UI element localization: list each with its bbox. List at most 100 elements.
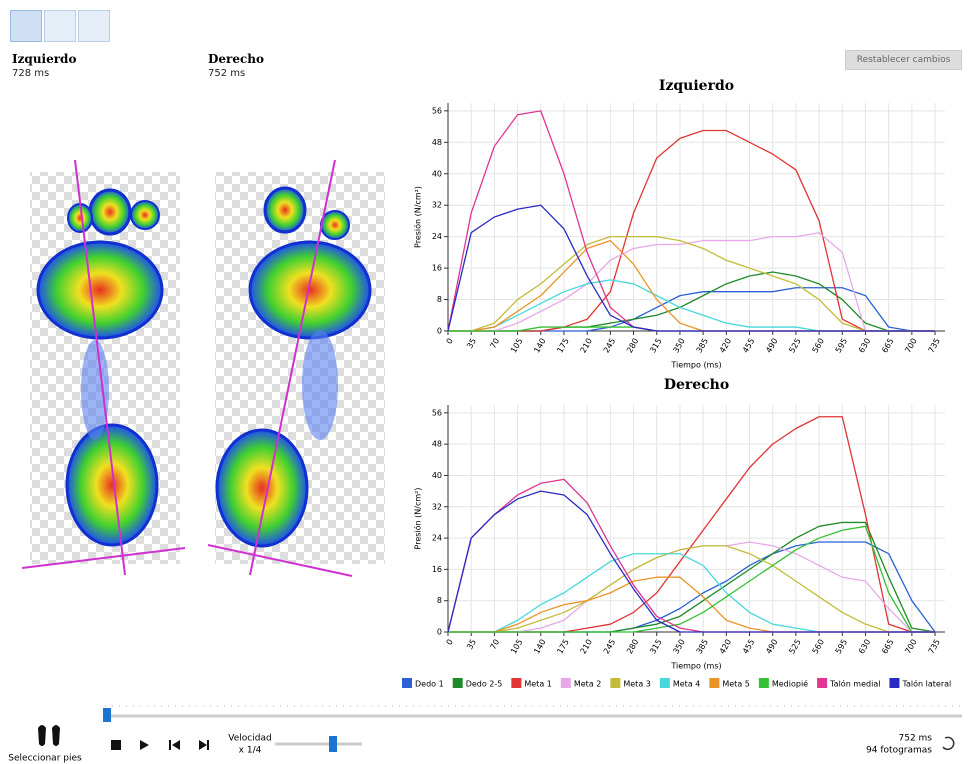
timeline <box>103 706 962 722</box>
x-tick-label: 490 <box>764 337 779 355</box>
series-line <box>448 237 935 331</box>
legend-item[interactable]: Mediopié <box>759 678 808 689</box>
x-tick-label: 630 <box>857 337 872 355</box>
legend-swatch <box>402 678 412 688</box>
series-line <box>448 554 935 632</box>
chart-title: Derecho <box>664 377 729 393</box>
speed-handle[interactable] <box>329 736 337 752</box>
y-tick-label: 40 <box>432 471 442 480</box>
legend-item[interactable]: Talón lateral <box>889 678 951 689</box>
app-window: Izquierdo 728 ms Derecho 752 ms Restable… <box>0 0 971 764</box>
y-tick-label: 40 <box>432 169 442 178</box>
x-tick-label: 560 <box>811 337 826 355</box>
x-tick-label: 315 <box>648 638 663 656</box>
play-button[interactable] <box>140 740 149 750</box>
x-tick-label: 595 <box>834 638 849 656</box>
playback-controls <box>38 725 954 752</box>
x-tick-label: 245 <box>602 337 617 355</box>
frame-count: 94 fotogramas <box>866 746 932 756</box>
speed-label: Velocidad <box>228 734 271 744</box>
y-tick-label: 32 <box>432 502 442 511</box>
x-tick-label: 665 <box>880 638 895 656</box>
legend-label: Meta 4 <box>673 680 701 689</box>
x-tick-label: 140 <box>532 638 547 656</box>
x-tick-label: 525 <box>787 638 802 656</box>
legend-item[interactable]: Meta 3 <box>610 678 651 689</box>
x-tick-label: 280 <box>625 337 640 355</box>
x-axis-label: Tiempo (ms) <box>670 361 721 370</box>
feet-icon[interactable] <box>38 725 60 746</box>
x-tick-label: 35 <box>465 638 478 651</box>
series-line <box>448 111 935 331</box>
x-tick-label: 385 <box>695 638 710 656</box>
x-tick-label: 700 <box>903 337 918 355</box>
y-axis-label: Presión (N/cm²) <box>413 186 423 248</box>
legend-label: Meta 2 <box>574 680 602 689</box>
x-tick-label: 630 <box>857 638 872 656</box>
x-tick-label: 455 <box>741 638 756 656</box>
legend-label: Dedo 1 <box>415 680 444 689</box>
legend-item[interactable]: Meta 2 <box>561 678 602 689</box>
legend-swatch <box>453 678 463 688</box>
legend-item[interactable]: Meta 1 <box>511 678 552 689</box>
x-tick-label: 210 <box>579 337 594 355</box>
left-foot-map <box>22 160 185 575</box>
y-tick-label: 32 <box>432 201 442 210</box>
prev-button[interactable] <box>169 740 180 750</box>
speed-value: x 1/4 <box>239 746 262 756</box>
legend-label: Dedo 2-5 <box>466 680 503 689</box>
x-tick-label: 315 <box>648 337 663 355</box>
y-tick-label: 56 <box>432 408 442 417</box>
series-line <box>448 577 935 632</box>
legend-swatch <box>610 678 620 688</box>
x-tick-label: 245 <box>602 638 617 656</box>
series-line <box>448 272 935 331</box>
y-tick-label: 48 <box>432 138 442 147</box>
legend-label: Meta 1 <box>524 680 552 689</box>
x-tick-label: 420 <box>718 638 733 656</box>
x-tick-label: 70 <box>488 337 501 350</box>
x-tick-label: 0 <box>445 638 455 647</box>
legend-item[interactable]: Meta 5 <box>709 678 750 689</box>
legend-item[interactable]: Dedo 2-5 <box>453 678 503 689</box>
next-button[interactable] <box>199 740 209 750</box>
series-line <box>448 280 935 331</box>
x-tick-label: 105 <box>509 337 524 355</box>
x-tick-label: 525 <box>787 337 802 355</box>
legend-label: Meta 3 <box>623 680 651 689</box>
refresh-icon[interactable] <box>943 737 954 749</box>
legend-swatch <box>561 678 571 688</box>
x-tick-label: 0 <box>445 337 455 346</box>
x-tick-label: 385 <box>695 337 710 355</box>
series-line <box>448 233 935 331</box>
x-tick-label: 735 <box>927 337 942 355</box>
y-tick-label: 48 <box>432 440 442 449</box>
legend-item[interactable]: Dedo 1 <box>402 678 444 689</box>
legend-swatch <box>709 678 719 688</box>
legend-item[interactable]: Meta 4 <box>660 678 701 689</box>
x-tick-label: 665 <box>880 337 895 355</box>
x-tick-label: 455 <box>741 337 756 355</box>
chart-title: Izquierdo <box>659 78 734 94</box>
x-tick-label: 140 <box>532 337 547 355</box>
series-line <box>448 417 935 632</box>
x-tick-label: 350 <box>671 337 686 355</box>
right-foot-map <box>208 160 385 576</box>
y-tick-label: 24 <box>432 232 442 241</box>
x-tick-label: 105 <box>509 638 524 656</box>
legend-label: Mediopié <box>772 679 808 689</box>
legend-item[interactable]: Talón medial <box>817 678 880 689</box>
y-tick-label: 16 <box>432 264 442 273</box>
x-tick-label: 35 <box>465 337 478 350</box>
x-tick-label: 210 <box>579 638 594 656</box>
y-tick-label: 16 <box>432 565 442 574</box>
y-tick-label: 56 <box>432 106 442 115</box>
y-axis-label: Presión (N/cm²) <box>413 488 423 550</box>
x-tick-label: 490 <box>764 638 779 656</box>
stop-button[interactable] <box>111 740 121 750</box>
timeline-handle[interactable] <box>103 708 111 722</box>
y-tick-label: 24 <box>432 534 442 543</box>
x-tick-label: 350 <box>671 638 686 656</box>
x-tick-label: 595 <box>834 337 849 355</box>
x-tick-label: 175 <box>555 638 570 656</box>
